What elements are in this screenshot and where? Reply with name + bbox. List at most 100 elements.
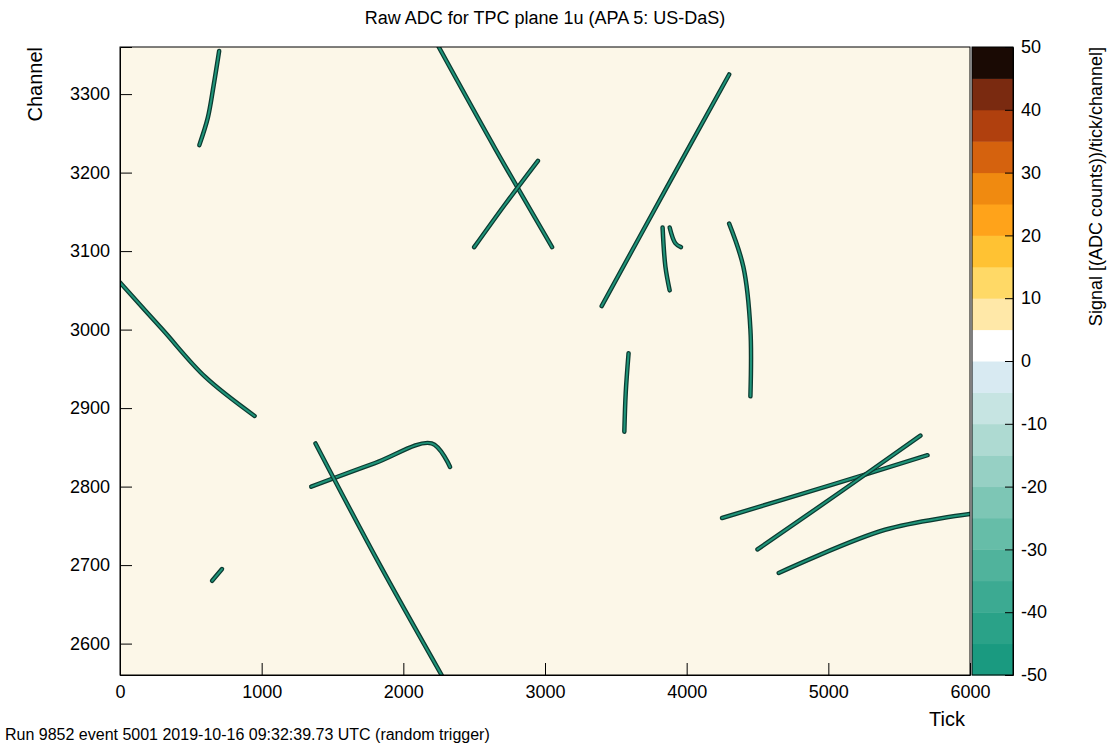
track (779, 514, 970, 573)
colorbar-cell (972, 235, 1013, 267)
tick-label: -50 (1021, 665, 1047, 685)
tick-label: 2000 (384, 682, 424, 702)
tick-mark (120, 173, 132, 174)
tick-mark (970, 663, 971, 675)
tick: 3000 (70, 320, 132, 340)
tick: -20 (1005, 477, 1047, 497)
tick-label: 2600 (70, 634, 110, 654)
tick-mark (687, 663, 688, 675)
tick-mark (120, 94, 132, 95)
colorbar-cell (972, 173, 1013, 205)
track (212, 569, 222, 581)
tick-mark (262, 663, 263, 675)
tick-label: 40 (1021, 100, 1041, 120)
tick-mark (1005, 549, 1013, 550)
colorbar-cell (972, 47, 1013, 79)
tick-label: 0 (115, 682, 125, 702)
tick-label: 20 (1021, 226, 1041, 246)
tick: 20 (1005, 226, 1041, 246)
tick-label: 2900 (70, 398, 110, 418)
tick-mark (1005, 47, 1013, 48)
track-outline (199, 51, 219, 145)
track (758, 436, 921, 550)
tick-label: 3000 (70, 320, 110, 340)
tick: 4000 (667, 663, 707, 702)
tick-label: 10 (1021, 288, 1041, 308)
plot-frame (120, 47, 970, 675)
tick: 30 (1005, 163, 1041, 183)
tick-label: 4000 (667, 682, 707, 702)
tick-label: 6000 (950, 682, 990, 702)
track-outline (474, 161, 538, 247)
track-outline (439, 47, 552, 247)
tick: 2700 (70, 555, 132, 575)
tick-mark (1005, 298, 1013, 299)
track-outline (779, 514, 970, 573)
colorbar-cell (972, 298, 1013, 330)
colorbar-cell (972, 204, 1013, 236)
tick-label: 3300 (70, 84, 110, 104)
track-outline (120, 283, 255, 416)
tick-mark (828, 663, 829, 675)
tick: 3300 (70, 84, 132, 104)
tick: 50 (1005, 37, 1041, 57)
title: Raw ADC for TPC plane 1u (APA 5: US-DaS) (365, 8, 725, 28)
tick-mark (120, 408, 132, 409)
tick-mark (120, 330, 132, 331)
tick-mark (1005, 173, 1013, 174)
track (670, 228, 681, 248)
track (722, 455, 927, 518)
colorbar-cell (972, 612, 1013, 644)
tick-mark (403, 663, 404, 675)
tick-label: 3200 (70, 163, 110, 183)
tick: 1000 (242, 663, 282, 702)
track (663, 228, 670, 291)
tick: -40 (1005, 602, 1047, 622)
track (316, 443, 442, 675)
track (624, 353, 628, 432)
tick: 2000 (384, 663, 424, 702)
tick: -50 (1005, 665, 1047, 685)
track-outline (316, 443, 442, 675)
track (729, 224, 751, 397)
colorbar (972, 47, 1013, 676)
tick-label: 2800 (70, 477, 110, 497)
colorbar-cell (972, 487, 1013, 519)
track-outline (729, 224, 751, 397)
track (120, 283, 255, 416)
tick-mark (545, 663, 546, 675)
tick-label: 2700 (70, 555, 110, 575)
axis-line (121, 663, 971, 676)
x-axis-title: Tick (929, 708, 966, 730)
tick-label: 30 (1021, 163, 1041, 183)
colorbar-cell (972, 330, 1013, 362)
track (439, 47, 552, 247)
tick: -30 (1005, 540, 1047, 560)
colorbar-cell (972, 581, 1013, 613)
tick-label: -30 (1021, 540, 1047, 560)
track-outline (722, 455, 927, 518)
x-axis: 0100020003000400050006000 (115, 663, 990, 702)
track (199, 51, 219, 145)
track (474, 161, 538, 247)
tick-mark (120, 487, 132, 488)
axis-line (1005, 48, 1014, 676)
tick-label: 1000 (242, 682, 282, 702)
tick: 40 (1005, 100, 1041, 120)
track-outline (311, 443, 450, 487)
tick-mark (120, 644, 132, 645)
tick-mark (1005, 110, 1013, 111)
footer: Run 9852 event 5001 2019-10-16 09:32:39.… (5, 726, 490, 743)
tick-label: -40 (1021, 602, 1047, 622)
track-outline (602, 74, 730, 306)
tick-mark (120, 565, 132, 566)
track-outline (663, 228, 670, 291)
colorbar-cell (972, 361, 1013, 393)
tick-mark (1005, 487, 1013, 488)
chart: 0100020003000400050006000260027002800290… (0, 0, 1115, 746)
tick-label: 3000 (525, 682, 565, 702)
colorbar-cell (972, 78, 1013, 110)
track (311, 443, 450, 487)
tick: 0 (1005, 351, 1031, 371)
tick: 3200 (70, 163, 132, 183)
